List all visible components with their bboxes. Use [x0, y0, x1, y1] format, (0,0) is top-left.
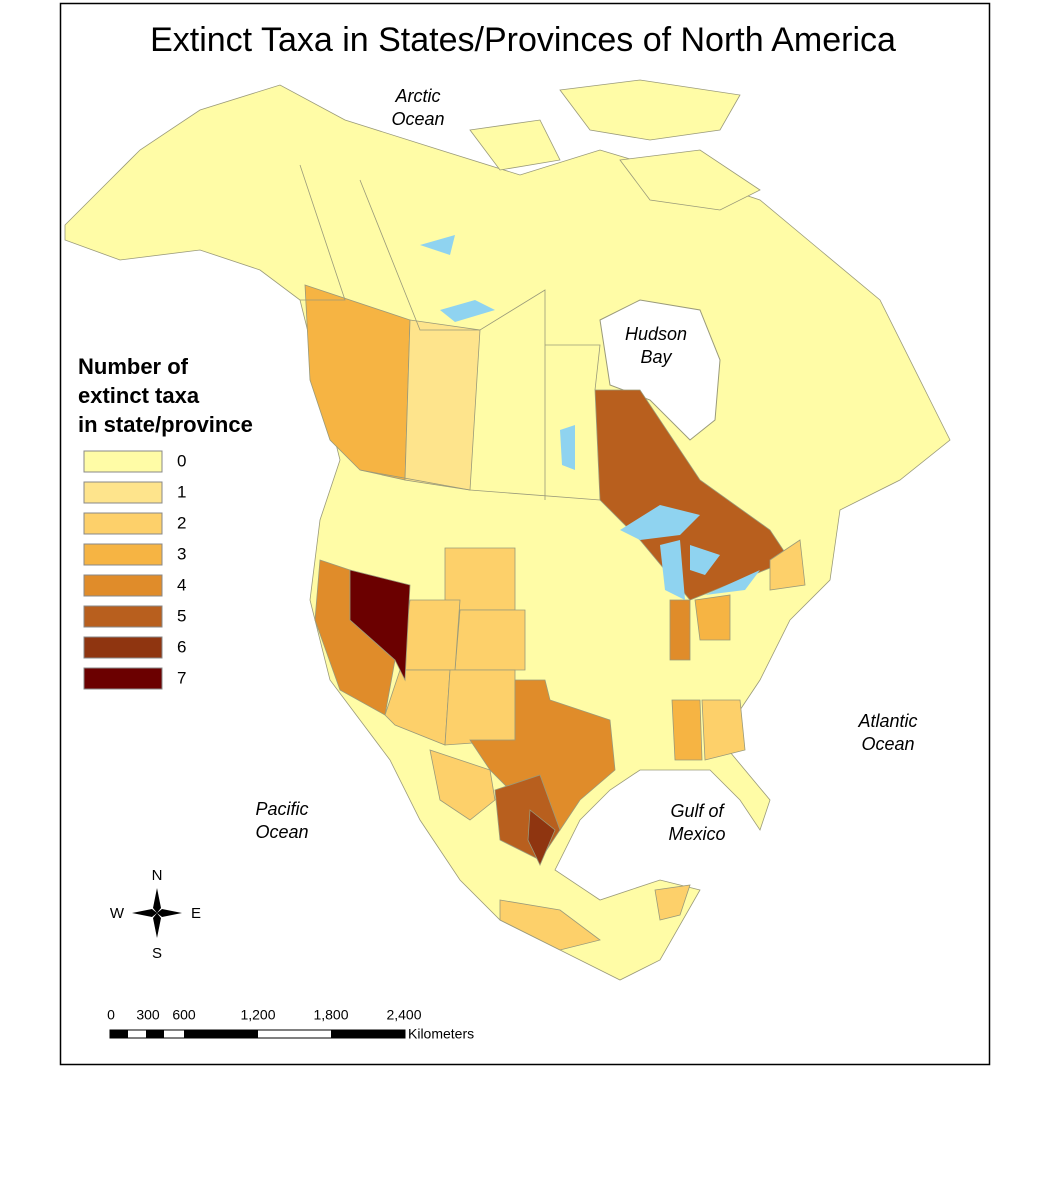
lake: [560, 425, 575, 470]
legend-swatch: [83, 574, 163, 597]
water-labels: Arctic Ocean Hudson Bay Atlantic Ocean P…: [255, 86, 917, 844]
compass-arrow: [153, 888, 161, 913]
scale-label: 2,400: [386, 1007, 421, 1023]
region: [527, 809, 556, 866]
lake: [420, 235, 455, 255]
legend-label: 0: [177, 451, 186, 470]
legend-swatch: [83, 450, 163, 473]
legend-swatch: [83, 636, 163, 659]
region: [769, 539, 806, 591]
legend-label: 7: [177, 668, 186, 687]
compass-label: W: [110, 905, 125, 922]
region: [671, 699, 703, 761]
scale-label: 1,800: [313, 1007, 348, 1023]
lake: [620, 505, 700, 540]
water-label: Bay: [640, 347, 672, 367]
scale-label: 1,200: [240, 1007, 275, 1023]
region: [701, 699, 746, 761]
water-label: Pacific: [255, 799, 308, 819]
scale-segment: [184, 1030, 258, 1038]
water-label: Ocean: [255, 822, 308, 842]
border: [359, 179, 546, 500]
legend-title: in state/province: [78, 412, 253, 437]
region: [444, 669, 516, 746]
border: [545, 344, 601, 391]
lake: [440, 300, 495, 322]
water-label: Gulf of: [670, 801, 725, 821]
legend-label: 2: [177, 513, 186, 532]
border: [299, 164, 346, 301]
legend-swatch: [83, 543, 163, 566]
region: [454, 609, 526, 671]
region: [349, 569, 411, 682]
legend-title: extinct taxa: [78, 383, 200, 408]
compass-arrow: [153, 913, 161, 938]
water-label: Ocean: [861, 734, 914, 754]
scale-label: 600: [172, 1007, 196, 1023]
scale-segment: [110, 1030, 128, 1038]
water-label: Mexico: [668, 824, 725, 844]
scale-label: 300: [136, 1007, 160, 1023]
region: [594, 389, 791, 601]
compass-label: S: [152, 945, 162, 962]
compass-arrow: [132, 909, 157, 917]
compass: N S E W: [110, 867, 201, 962]
water-label: Arctic: [395, 86, 441, 106]
scale-bar: 0 300 600 1,200 1,800 2,400 Kilometers: [107, 1007, 474, 1042]
legend-label: 4: [177, 575, 186, 594]
lake: [660, 540, 685, 600]
region: [429, 749, 496, 821]
arctic-island: [469, 119, 561, 171]
legend-title: Number of: [78, 354, 189, 379]
region: [404, 319, 481, 491]
scale-segment: [146, 1030, 164, 1038]
region: [669, 599, 691, 661]
scale-segment: [331, 1030, 405, 1038]
region: [384, 669, 451, 746]
lake: [705, 570, 760, 595]
legend-label: 1: [177, 482, 186, 501]
legend-label: 6: [177, 637, 186, 656]
lake: [690, 545, 720, 575]
legend-label: 5: [177, 606, 186, 625]
water-label: Ocean: [391, 109, 444, 129]
legend-swatch: [83, 605, 163, 628]
arctic-island: [619, 149, 761, 211]
region: [654, 884, 691, 921]
map-title: Extinct Taxa in States/Provinces of Nort…: [150, 21, 896, 59]
lakes: [420, 235, 760, 600]
compass-label: N: [152, 867, 163, 884]
legend-label: 3: [177, 544, 186, 563]
arctic-island: [559, 79, 741, 141]
water-label: Atlantic: [857, 711, 917, 731]
scale-label: 0: [107, 1007, 115, 1023]
compass-arrow: [157, 909, 182, 917]
region: [694, 594, 731, 641]
legend-swatch: [83, 667, 163, 690]
legend: Number of extinct taxa in state/province…: [78, 354, 253, 690]
legend-swatch: [83, 512, 163, 535]
scale-unit: Kilometers: [408, 1026, 474, 1042]
region: [499, 899, 601, 951]
border: [359, 469, 601, 501]
water-label: Hudson: [625, 324, 687, 344]
land: [64, 79, 951, 981]
compass-label: E: [191, 905, 201, 922]
legend-swatch: [83, 481, 163, 504]
